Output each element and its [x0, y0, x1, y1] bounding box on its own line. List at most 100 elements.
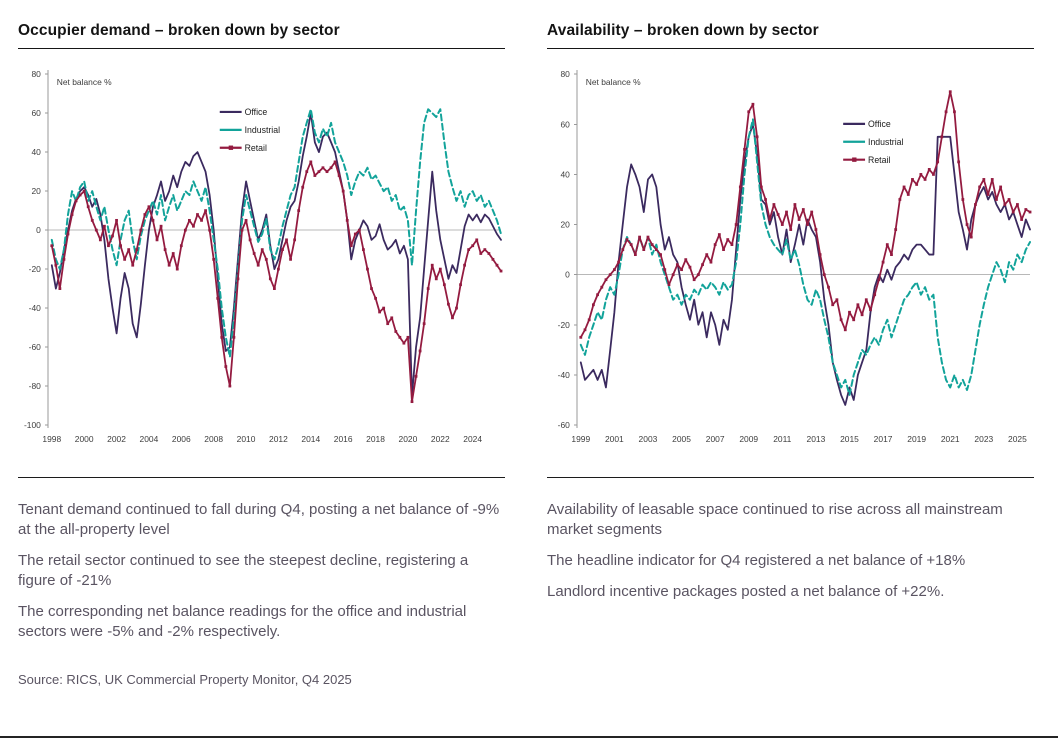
- series-marker-retail: [495, 263, 499, 267]
- x-tick-label: 1998: [42, 434, 61, 444]
- x-tick-label: 2000: [75, 434, 94, 444]
- series-marker-retail: [362, 248, 365, 251]
- x-tick-label: 2001: [605, 434, 624, 444]
- series-marker-retail: [734, 223, 738, 226]
- series-marker-retail: [902, 185, 906, 189]
- y-tick-label: 0: [36, 225, 41, 235]
- x-tick-label: 2006: [172, 434, 191, 444]
- series-marker-retail: [90, 218, 94, 222]
- y-tick-label: -60: [558, 420, 571, 430]
- series-marker-retail: [923, 178, 927, 181]
- series-marker-retail: [107, 244, 110, 248]
- series-marker-retail: [264, 257, 268, 261]
- series-marker-retail: [390, 316, 394, 320]
- availability-notes: Availability of leasable space continued…: [547, 500, 1034, 602]
- series-marker-retail: [62, 257, 66, 261]
- series-marker-retail: [127, 248, 131, 251]
- series-marker-retail: [885, 243, 889, 246]
- series-line-industrial: [50, 108, 503, 358]
- series-marker-retail: [654, 248, 658, 251]
- series-marker-retail: [370, 287, 373, 290]
- series-marker-retail: [751, 102, 755, 106]
- series-marker-retail: [974, 203, 977, 206]
- series-marker-retail: [608, 273, 612, 277]
- y-tick-label: 80: [560, 69, 570, 79]
- series-marker-retail: [131, 263, 135, 267]
- x-tick-label: 2010: [237, 434, 256, 444]
- series-marker-retail: [357, 228, 361, 232]
- y-tick-label: 40: [560, 169, 570, 179]
- series-marker-retail: [860, 313, 864, 317]
- series-marker-retail: [940, 135, 944, 139]
- series-marker-retail: [890, 253, 893, 257]
- series-marker-retail: [216, 296, 220, 300]
- net-balance-label: Net balance %: [586, 77, 641, 87]
- series-marker-retail: [471, 244, 475, 248]
- availability-chart: 80 60 40 20 0 -20 -40 -60 Net balance % 1999 2001 2…: [547, 61, 1034, 473]
- series-marker-retail: [953, 110, 956, 114]
- series-marker-retail: [86, 205, 90, 209]
- bottom-rule: [0, 736, 1058, 738]
- series-marker-retail: [430, 263, 434, 267]
- series-marker-retail: [827, 285, 830, 289]
- x-tick-label: 2023: [974, 434, 993, 444]
- series-marker-retail: [776, 213, 780, 216]
- y-tick-label: -80: [29, 381, 42, 391]
- series-marker-retail: [297, 209, 301, 213]
- series-marker-retail: [414, 374, 418, 378]
- series-marker-retail: [684, 258, 688, 262]
- chart-canvas: 80 60 40 20 0 -20 -40 -60 Net balance % 1999 2001 2…: [558, 69, 1032, 444]
- series-marker-retail: [329, 166, 333, 170]
- series-marker-retail: [911, 178, 914, 181]
- occupier-demand-panel: Occupier demand – broken down by sector …: [0, 0, 529, 687]
- series-marker-retail: [722, 248, 725, 251]
- series-marker-retail: [642, 248, 646, 251]
- series-marker-retail: [780, 223, 784, 226]
- series-marker-retail: [475, 238, 479, 242]
- series-marker-retail: [604, 278, 608, 282]
- series-marker-retail: [848, 310, 851, 314]
- y-tick-label: -40: [558, 370, 571, 380]
- x-tick-label: 2019: [907, 434, 926, 444]
- series-line-industrial: [579, 118, 1032, 396]
- series-marker-retail: [260, 248, 264, 251]
- series-marker-retail: [1007, 198, 1011, 201]
- series-marker-retail: [839, 318, 843, 322]
- series-marker-retail: [115, 218, 118, 222]
- series-marker-retail: [374, 296, 377, 300]
- series-marker-retail: [877, 278, 881, 282]
- series-marker-retail: [248, 238, 252, 242]
- series-marker-retail: [175, 267, 179, 271]
- series-marker-retail: [789, 228, 793, 231]
- series-marker-retail: [232, 335, 236, 339]
- legend-label-retail: Retail: [868, 155, 890, 165]
- series-line-retail: [50, 161, 502, 403]
- series-marker-retail: [995, 198, 998, 201]
- series-marker-retail: [738, 185, 742, 189]
- series-marker-retail: [978, 185, 982, 189]
- series-marker-retail: [596, 293, 599, 297]
- series-marker-retail: [692, 278, 696, 282]
- series-marker-retail: [696, 273, 700, 277]
- series-marker-retail: [772, 203, 776, 206]
- x-tick-label: 2025: [1008, 434, 1027, 444]
- series-marker-retail: [806, 223, 809, 226]
- series-marker-retail: [119, 244, 122, 248]
- series-marker-retail: [650, 243, 654, 246]
- y-tick-label: 60: [560, 119, 570, 129]
- x-tick-label: 2024: [463, 434, 482, 444]
- series-marker-retail: [447, 302, 450, 306]
- series-marker-retail: [957, 160, 961, 164]
- x-tick-label: 2009: [739, 434, 758, 444]
- series-marker-retail: [659, 253, 662, 257]
- series-marker-retail: [617, 260, 620, 264]
- series-marker-retail: [135, 248, 139, 251]
- series-marker-retail: [171, 252, 175, 255]
- series-marker-retail: [321, 166, 325, 170]
- series-marker-retail: [410, 400, 414, 404]
- note-landlord-incentives: Landlord incentive packages posted a net…: [547, 582, 945, 600]
- x-tick-label: 2016: [334, 434, 353, 444]
- y-tick-label: 60: [31, 108, 41, 118]
- series-marker-retail: [591, 303, 595, 307]
- report-page: Occupier demand – broken down by sector …: [0, 0, 1034, 687]
